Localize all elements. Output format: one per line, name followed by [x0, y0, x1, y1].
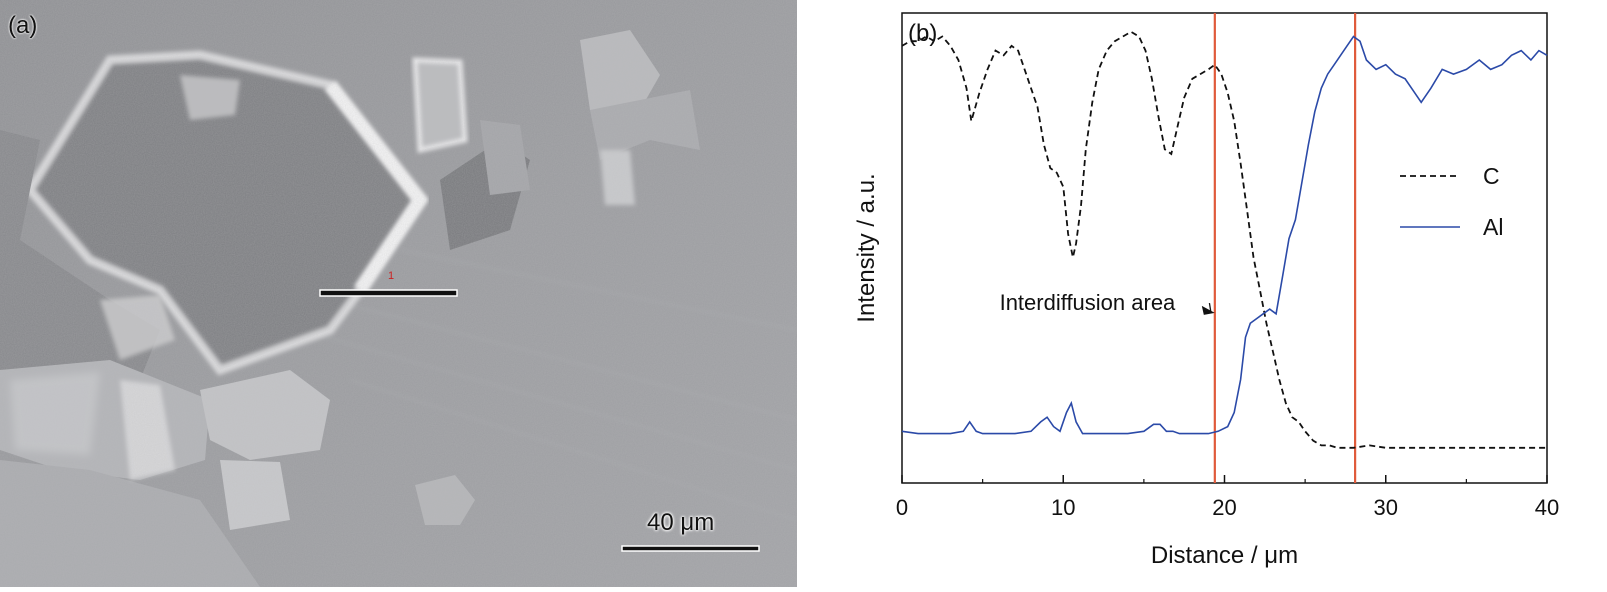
- annotation-arrow: [1208, 302, 1212, 312]
- linescan-bar: [319, 289, 458, 297]
- plot-frame: [901, 12, 1548, 484]
- x-tick-label: 30: [1374, 495, 1398, 520]
- panel-a-label: (a): [8, 12, 38, 39]
- x-tick-label: 0: [896, 495, 908, 520]
- legend-label-al: Al: [1483, 214, 1503, 240]
- x-tick-label: 10: [1051, 495, 1075, 520]
- sem-micrograph: (a) 1 40 μm: [0, 0, 797, 587]
- x-tick-label: 40: [1535, 495, 1559, 520]
- chart-svg: (b) 0 10 20 30 40 C Al Interdiffusion area Di…: [853, 12, 1559, 569]
- annotation-label: Interdiffusion area: [1000, 290, 1176, 315]
- series-line-c: [901, 30, 1547, 449]
- annotation-arrowhead: [1201, 305, 1215, 315]
- x-axis-label: Distance / μm: [1151, 542, 1298, 569]
- panel-b-label: (b): [908, 20, 937, 47]
- scale-bar-label: 40 μm: [647, 509, 715, 536]
- series-line-al: [901, 35, 1548, 435]
- y-axis-label: Intensity / a.u.: [853, 173, 880, 322]
- sem-image: [0, 0, 797, 587]
- x-tick-label: 20: [1212, 495, 1236, 520]
- linescan-chart: (b) 0 10 20 30 40 C Al Interdiffusion area Di…: [797, 0, 1607, 587]
- linescan-marker-label: 1: [388, 270, 395, 282]
- scale-bar: [621, 545, 760, 552]
- legend-label-c: C: [1483, 163, 1500, 189]
